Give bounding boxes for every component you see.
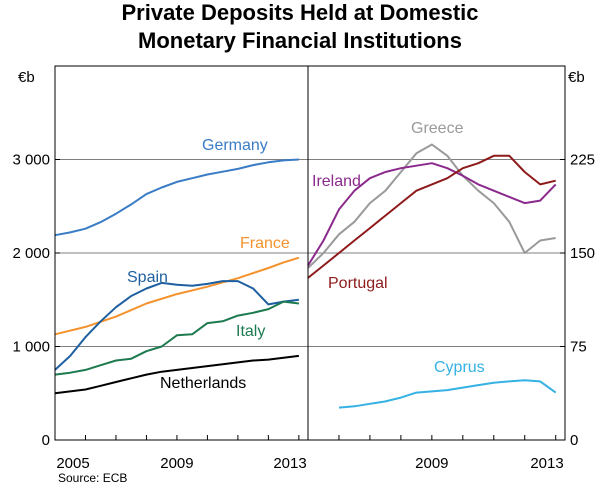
series-line-germany	[54, 158, 299, 237]
right-y-tick-label-1: 75	[570, 339, 587, 356]
right-y-tick-label-3: 225	[570, 152, 595, 169]
source-note: Source: ECB	[58, 471, 127, 485]
chart-title-line-2: Monetary Financial Institutions	[138, 28, 462, 53]
right-x-tick-label-1: 2013	[530, 455, 563, 472]
right-x-tick-label-0: 2009	[415, 455, 448, 472]
left-panel: 0 1 000 2 000 3 000 2005 2009 2013 Germany Franc…	[12, 137, 308, 472]
series-label-cyprus: Cyprus	[434, 359, 485, 376]
right-y-tick-label-2: 150	[570, 245, 595, 262]
series-line-italy	[54, 300, 300, 376]
left-unit-label: €b	[18, 69, 35, 86]
right-y-tick-label-0: 0	[570, 432, 578, 449]
series-label-netherlands: Netherlands	[160, 375, 246, 392]
series-line-portugal	[307, 154, 556, 279]
series-line-spain	[54, 280, 300, 371]
series-label-italy: Italy	[236, 323, 265, 340]
left-y-tick-label-3: 3 000	[12, 152, 50, 169]
series-line-cyprus	[338, 379, 557, 409]
right-unit-label: €b	[568, 69, 585, 86]
right-panel: 0 75 150 225 2009 2013 Greece Ireland Portugal Cy…	[307, 120, 595, 472]
series-label-portugal: Portugal	[328, 275, 388, 292]
left-x-tick-label-2: 2013	[273, 455, 306, 472]
series-label-france: France	[240, 235, 290, 252]
left-y-tick-label-2: 2 000	[12, 245, 50, 262]
series-label-germany: Germany	[202, 137, 268, 154]
left-x-tick-label-1: 2009	[160, 455, 193, 472]
series-label-spain: Spain	[127, 269, 168, 286]
series-label-greece: Greece	[411, 120, 464, 137]
plot-frame	[54, 65, 566, 441]
series-label-ireland: Ireland	[312, 173, 361, 190]
series-line-ireland	[307, 162, 557, 267]
left-y-tick-label-0: 0	[42, 432, 50, 449]
chart-title-line-1: Private Deposits Held at Domestic	[121, 0, 478, 25]
left-y-tick-label-1: 1 000	[12, 339, 50, 356]
series-line-netherlands	[54, 354, 300, 395]
left-x-tick-label-0: 2005	[56, 455, 89, 472]
series-line-greece	[307, 143, 556, 269]
